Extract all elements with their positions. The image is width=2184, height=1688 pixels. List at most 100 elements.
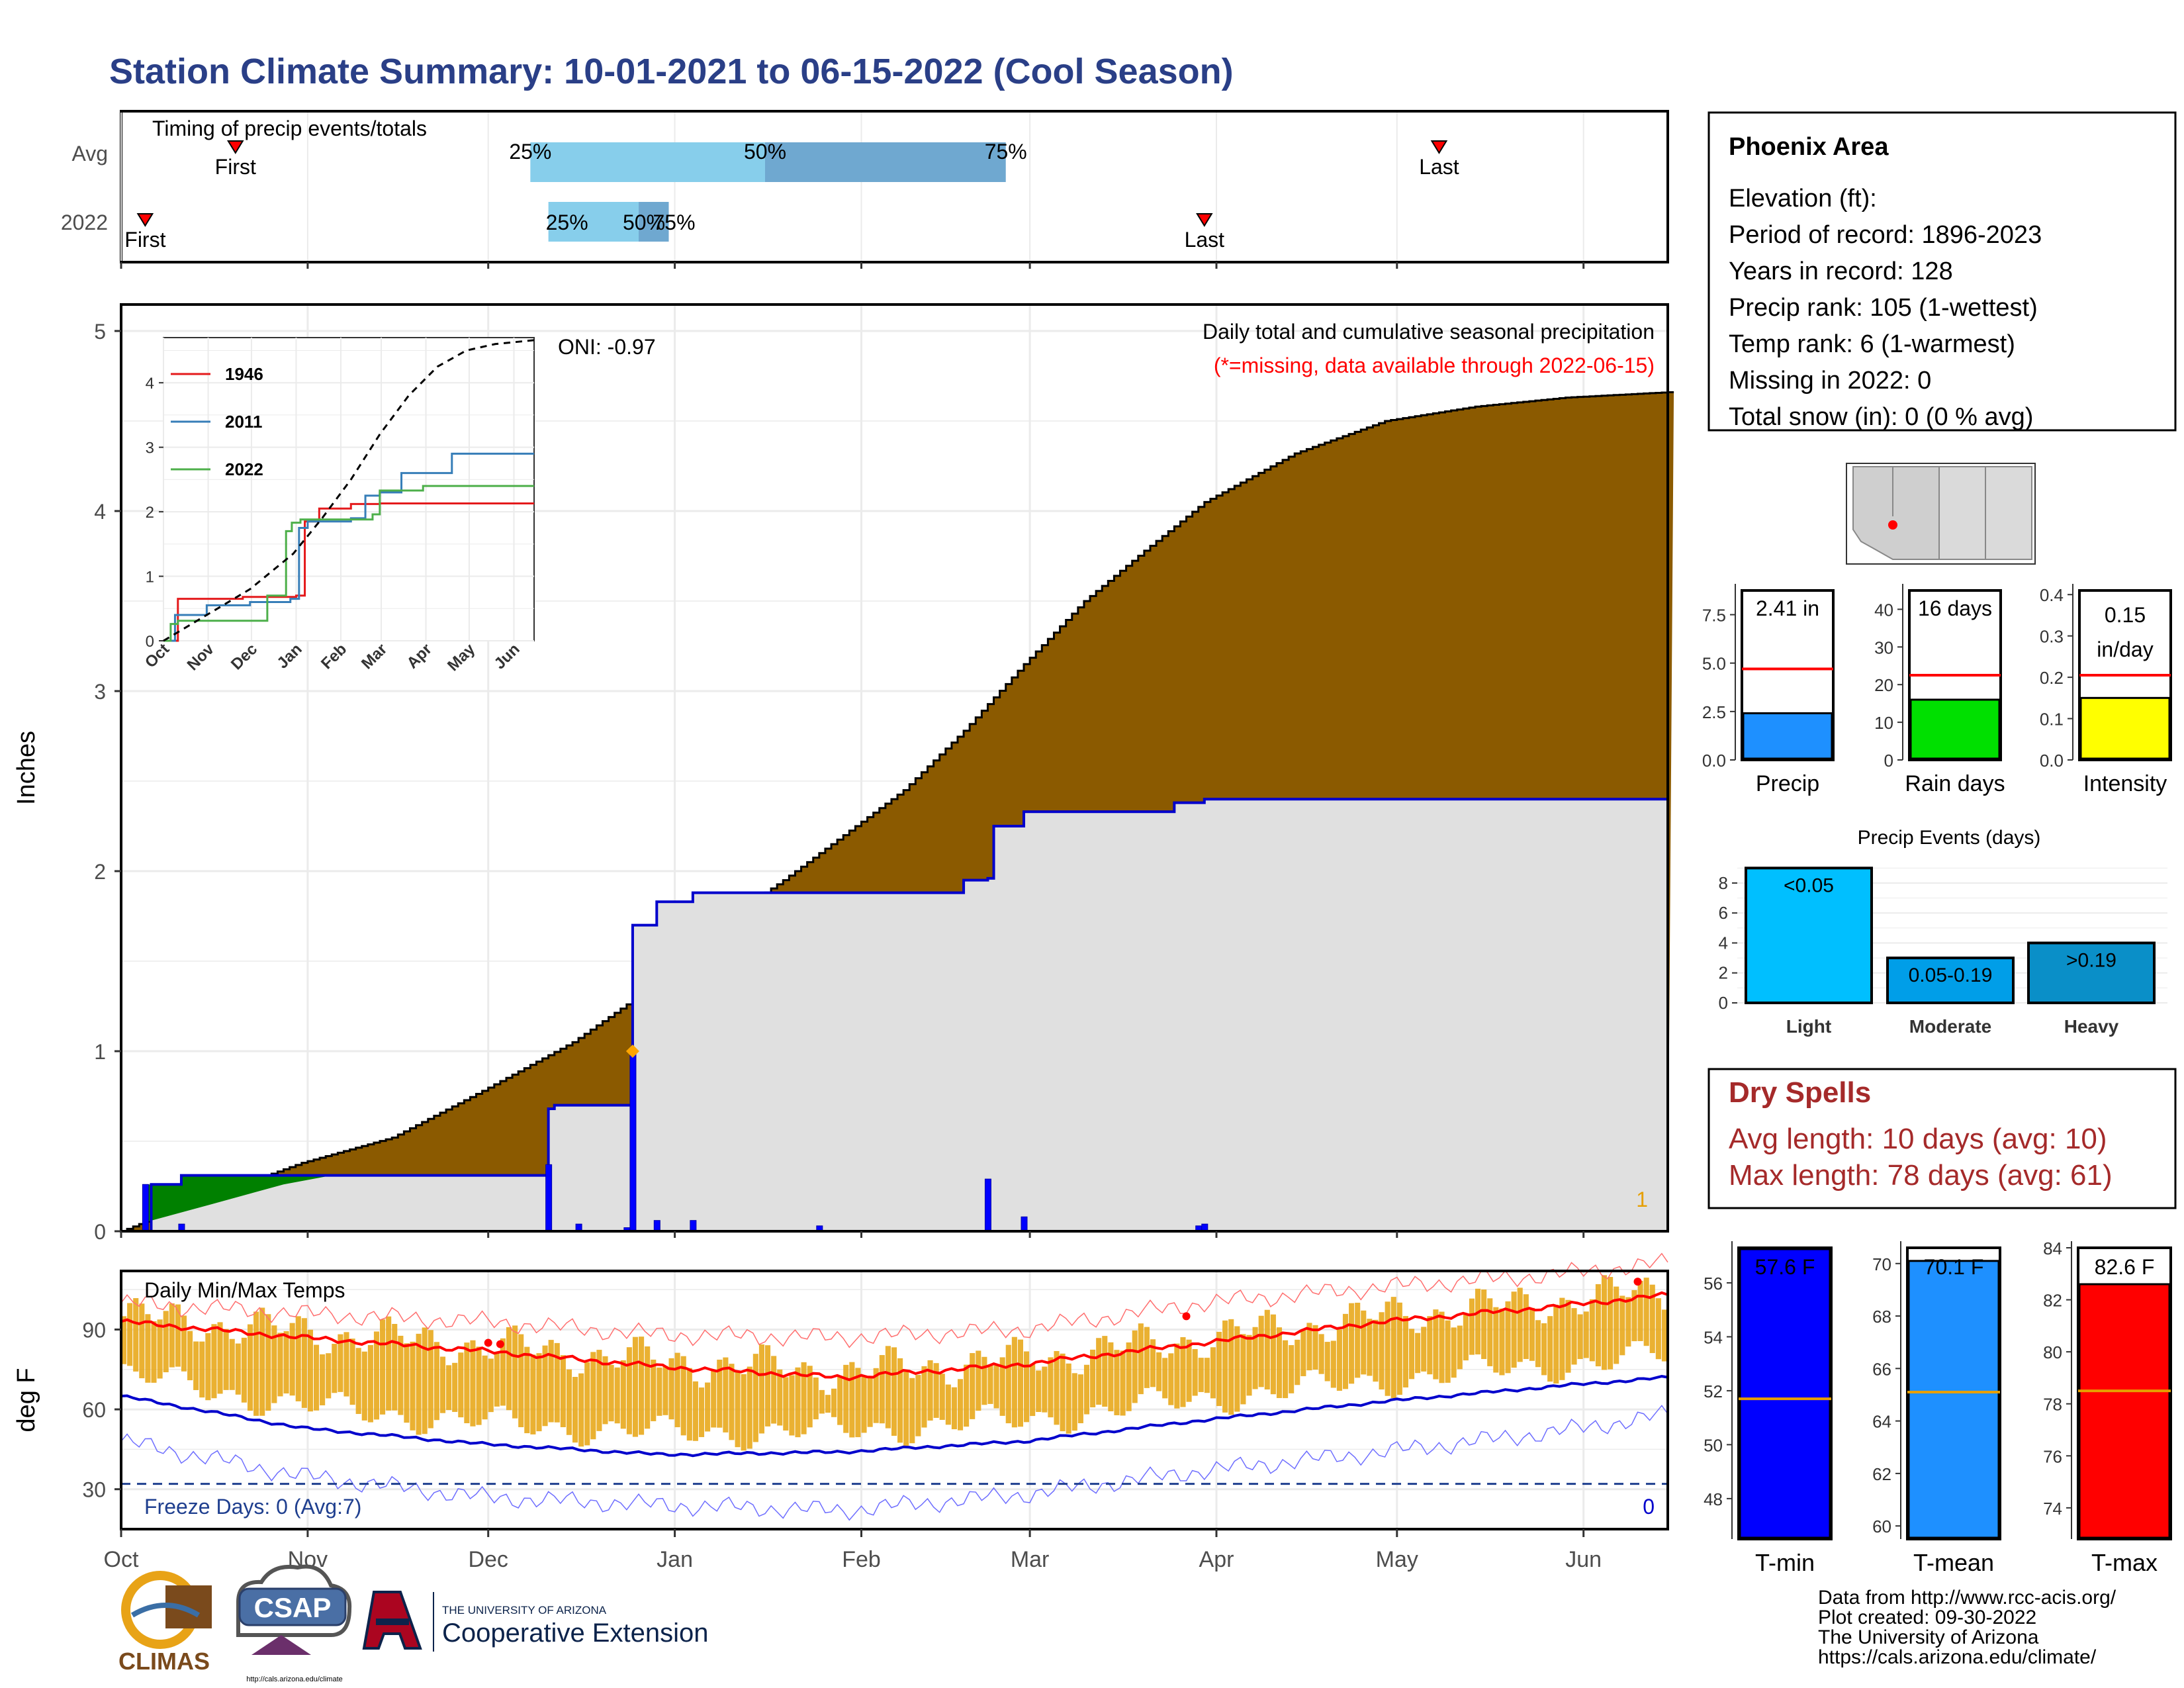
record-max-line: [120, 1252, 1668, 1348]
tbar-ytick-label: 62: [1872, 1464, 1891, 1484]
gauge-ytick-label: 0.0: [1702, 751, 1726, 771]
station-line-period: Period of record: 1896-2023: [1729, 221, 2042, 249]
daily-temp-range-bar: [752, 1354, 758, 1442]
daily-temp-range-bar: [1637, 1280, 1643, 1341]
inset-legend-label: 2011: [225, 412, 262, 432]
daily-temp-range-bar: [320, 1354, 326, 1405]
daily-temp-range-bar: [1024, 1351, 1030, 1423]
timing-bar-25-50: [548, 202, 639, 242]
daily-temp-range-bar: [758, 1344, 764, 1434]
daily-temp-range-bar: [1463, 1313, 1469, 1361]
daily-temp-range-bar: [361, 1351, 367, 1421]
daily-temp-range-bar: [121, 1316, 127, 1364]
daily-temp-range-bar: [560, 1355, 566, 1427]
daily-temp-range-bar: [705, 1382, 711, 1432]
daily-temp-range-bar: [151, 1321, 157, 1383]
avg-cumulative-line: [121, 391, 1674, 1233]
inset-ytick-label: 3: [146, 440, 154, 457]
daily-temp-range-bar: [1306, 1323, 1312, 1371]
daily-temp-range-bar: [897, 1358, 903, 1443]
gauge-ytick-label: 30: [1874, 637, 1893, 657]
daily-temp-range-bar: [1385, 1301, 1390, 1396]
daily-temp-range-bar: [1583, 1311, 1589, 1358]
daily-temp-range-bar: [1565, 1299, 1571, 1373]
daily-temp-range-bar: [692, 1381, 698, 1441]
daily-temp-range-bar: [1283, 1340, 1289, 1399]
gauge-bar-intensity: [2079, 696, 2171, 760]
daily-temp-range-bar: [945, 1384, 951, 1425]
daily-temp-range-bar: [295, 1316, 301, 1401]
month-label: Mar: [1011, 1547, 1050, 1572]
daily-temp-range-bar: [1505, 1301, 1511, 1374]
daily-temp-range-bar: [825, 1395, 831, 1413]
daily-temp-range-bar: [1096, 1338, 1102, 1405]
oni-label: ONI: -0.97: [558, 335, 656, 359]
daily-temp-range-bar: [1276, 1327, 1283, 1399]
daily-temp-range-bar: [1589, 1299, 1595, 1362]
daily-temp-range-bar: [620, 1360, 626, 1429]
tbar-ytick-label: 84: [2043, 1239, 2062, 1258]
precip-ylabel: Inches: [13, 731, 40, 805]
daily-temp-range-bar: [1132, 1330, 1138, 1403]
events-ytick-label: 8: [1719, 873, 1728, 893]
daily-temp-range-bar: [668, 1358, 674, 1420]
daily-temp-range-bar: [1643, 1278, 1649, 1346]
daily-temp-range-bar: [1457, 1325, 1463, 1370]
daily-temp-range-bar: [367, 1344, 373, 1423]
daily-temp-range-bar: [903, 1371, 909, 1446]
temp-ytick-label: 90: [82, 1318, 106, 1342]
daily-temp-range-bar: [307, 1329, 313, 1412]
daily-temp-range-bar: [1415, 1333, 1421, 1374]
timing-marker-first: [136, 213, 154, 227]
daily-temp-range-bar: [1210, 1347, 1216, 1399]
daily-temp-range-bar: [1054, 1350, 1060, 1425]
daily-temp-range-bar: [921, 1366, 927, 1428]
daily-temp-range-bar: [964, 1364, 970, 1427]
gauge-value-intensity: 0.15: [2105, 603, 2146, 627]
daily-temp-range-bar: [289, 1323, 295, 1396]
daily-temp-range-bar: [1553, 1305, 1559, 1384]
daily-temp-range-bar: [1198, 1358, 1204, 1392]
timing-marker-label-last: Last: [1419, 155, 1459, 179]
daily-temp-range-bar: [1655, 1298, 1661, 1360]
daily-precip-bar: [653, 1220, 660, 1232]
daily-temp-range-bar: [235, 1343, 241, 1395]
daily-temp-range-bar: [175, 1304, 181, 1367]
daily-temp-range-bar: [777, 1369, 783, 1426]
events-ytick-label: 2: [1719, 963, 1728, 983]
daily-temp-range-bar: [392, 1324, 398, 1411]
daily-temp-range-bar: [927, 1360, 933, 1421]
daily-temp-range-bar: [626, 1347, 632, 1434]
daily-temp-range-bar: [939, 1374, 945, 1420]
daily-temp-range-bar: [1631, 1289, 1637, 1342]
inset-ytick-label: 2: [146, 504, 154, 522]
daily-temp-range-bar: [1493, 1307, 1499, 1373]
daily-temp-range-bar: [764, 1345, 771, 1427]
daily-temp-range-bar: [819, 1389, 825, 1414]
footer-credits: Data from http://www.rcc-acis.org/ Plot …: [1818, 1587, 2116, 1668]
ua-logo-big-text: Cooperative Extension: [442, 1618, 708, 1648]
inset-series-2011: [163, 452, 534, 642]
daily-temp-range-bar: [1541, 1323, 1547, 1376]
daily-temp-range-bar: [813, 1377, 819, 1420]
inset-ytick-label: 4: [146, 375, 154, 393]
events-bar-label: <0.05: [1784, 874, 1834, 896]
above-avg-area: [145, 1175, 332, 1223]
temp-ytick-label: 30: [82, 1478, 106, 1502]
gauge-ytick-label: 0: [1884, 751, 1893, 771]
daily-temp-range-bar: [259, 1307, 265, 1416]
month-label: Dec: [468, 1547, 508, 1572]
month-label: Jan: [657, 1547, 693, 1572]
precip-note-missing: (*=missing, data available through 2022-…: [1214, 353, 1655, 377]
daily-temp-range-bar: [831, 1388, 837, 1417]
daily-temp-range-bar: [1625, 1297, 1631, 1347]
daily-temp-range-bar: [578, 1373, 584, 1447]
timing-marker-last: [1430, 140, 1448, 154]
tbar-ytick-label: 74: [2043, 1499, 2062, 1519]
daily-temp-range-bar: [1523, 1294, 1529, 1360]
daily-temp-range-bar: [657, 1367, 662, 1416]
events-category-label: Heavy: [2064, 1016, 2119, 1037]
daily-temp-range-bar: [632, 1336, 639, 1437]
daily-temp-range-bar: [1102, 1336, 1108, 1407]
gauge-ytick-label: 7.5: [1702, 606, 1726, 626]
